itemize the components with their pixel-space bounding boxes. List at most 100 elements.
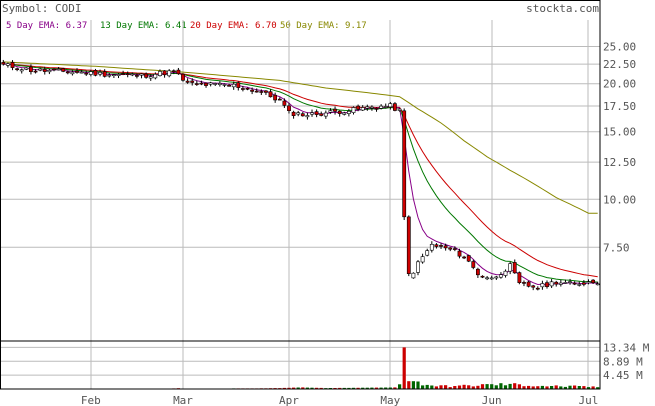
ema20-line [3,63,598,278]
ema20-series [3,63,598,278]
candle-body [448,247,453,250]
candle-body [475,268,480,276]
candle-body [581,282,586,285]
volume-bar [448,387,452,389]
candle-body [351,107,356,113]
volume-tick-label: 4.45 M [603,369,643,382]
volume-bar [425,384,429,389]
candle-body [153,74,158,79]
candle-body [494,276,499,279]
candle-body [199,82,204,85]
candle-body [231,83,236,88]
candle-body [517,272,522,284]
volume-bar [430,385,434,389]
price-tick-label: 17.50 [603,100,636,113]
volume-bar [411,381,415,389]
candle-body [213,83,218,85]
candle-body [158,71,162,77]
candle-body [554,281,559,285]
candle-body [121,73,126,75]
volume-bar [586,387,591,389]
candle-body [70,71,75,75]
candle-body [277,98,282,101]
candle-body [15,68,20,70]
volume-bar [559,386,563,389]
volume-bar [370,387,374,389]
volume-bar [554,385,558,389]
candle-body [443,245,448,249]
candle-body [300,113,305,117]
candle-body [333,108,337,112]
volume-bar [545,386,549,389]
candle-body [360,107,365,111]
month-label: Jun [482,394,502,406]
candle-body [439,245,443,247]
candle-body [84,72,89,75]
candle-body [190,80,195,83]
candle-body [531,285,536,288]
candle-body [112,74,116,76]
price-tick-label: 15.00 [603,126,636,139]
candle-body [526,281,531,287]
volume-bar [480,384,485,389]
volume-bar [315,387,319,389]
volume-bar [453,386,457,389]
volume-bar [407,381,411,389]
candle-body [181,73,185,81]
candle-body [346,111,351,114]
candle-body [227,85,232,87]
volume-bar [522,386,526,389]
candle-body [167,70,172,77]
candle-body [130,73,135,76]
volume-bar [388,387,392,389]
candle-body [296,112,301,115]
candle-body [254,90,259,93]
candle-body [397,108,402,111]
legend-ema50: 50 Day EMA: 9.17 [280,21,367,31]
candle-body [102,71,107,77]
candle-body [392,103,397,111]
candle-body [568,281,572,283]
volume-bar [494,385,498,389]
volume-tick-label: 13.34 M [603,341,650,354]
candle-body [65,71,70,74]
candle-body [388,103,393,108]
volume-bar [305,387,309,389]
volume-bar [398,384,402,389]
candle-body [383,106,388,108]
candle-body [88,71,93,75]
candle-body [204,82,208,86]
candlesticks [1,59,600,291]
candle-body [457,250,462,257]
ema5-line [3,63,598,286]
candle-body [466,255,471,262]
month-label: Jul [579,394,599,406]
volume-bar [550,386,554,389]
candle-body [369,106,374,109]
candle-body [310,112,314,115]
volume-bar [338,387,342,389]
candle-body [429,244,434,251]
candle-body [489,277,494,280]
candle-body [522,282,526,284]
candle-body [28,66,33,72]
candle-body [323,112,328,117]
volume-bar [499,383,503,389]
candle-body [52,68,56,71]
candle-body [305,115,310,118]
volume-bar [287,387,291,389]
candle-body [595,283,600,286]
volume-bar [591,386,595,389]
volume-bar [374,387,379,389]
candle-body [139,73,144,76]
candle-body [337,110,342,114]
candle-body [6,63,10,66]
volume-bar [282,387,286,389]
legend-ema20: 20 Day EMA: 6.70 [190,21,277,31]
candle-body [98,72,103,75]
volume-bar [503,385,508,389]
candle-body [540,283,545,288]
volume-bar [485,384,489,389]
candle-body [416,261,420,273]
